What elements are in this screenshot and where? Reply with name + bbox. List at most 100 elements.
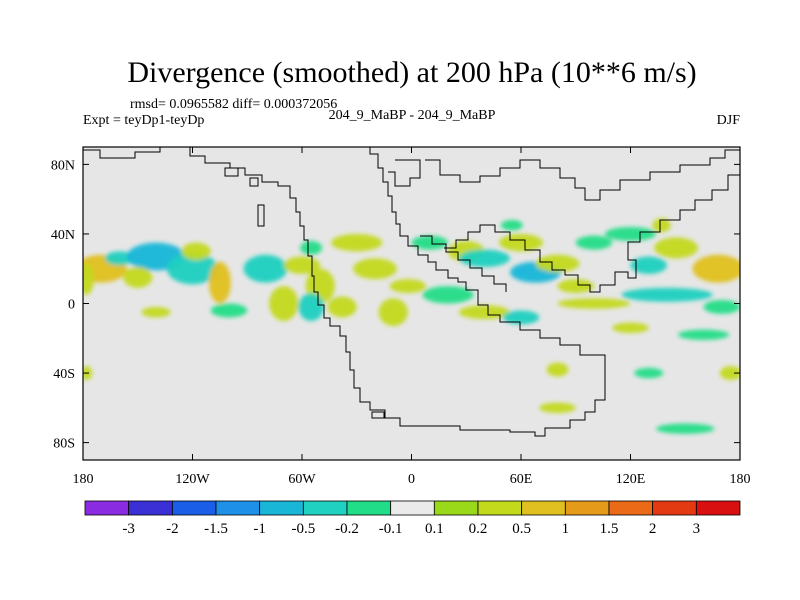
chart-title: Divergence (smoothed) at 200 hPa (10**6 … — [127, 56, 696, 89]
anomaly-region-46 — [656, 423, 715, 434]
colorbar-label: 3 — [693, 521, 701, 537]
anomaly-region-6 — [181, 242, 211, 261]
x-tick-label: 180 — [730, 472, 751, 487]
anomaly-region-33 — [557, 298, 631, 309]
island-small-1 — [224, 167, 239, 177]
colorbar-swatch — [128, 500, 173, 516]
colorbar-label: 0.5 — [512, 521, 531, 537]
season-label: DJF — [717, 113, 741, 128]
y-tick-label: 40S — [53, 367, 75, 382]
anomaly-region-18 — [378, 298, 408, 327]
island-small-2 — [249, 177, 259, 187]
x-axis-ticks: 180 120W 60W 0 60E 120E 180 — [73, 147, 751, 487]
anomaly-region-34 — [703, 300, 740, 314]
anomaly-region-17 — [389, 279, 427, 294]
x-tick-label: 180 — [73, 472, 94, 487]
plot-background — [83, 147, 740, 460]
anomaly-region-22 — [458, 249, 511, 267]
anomaly-region-30 — [630, 256, 667, 274]
colorbar-swatch — [477, 500, 523, 516]
colorbar-swatch — [608, 500, 654, 516]
anomaly-region-35 — [458, 305, 511, 320]
y-tick-label: 80S — [53, 437, 75, 452]
anomaly-region-44 — [719, 366, 740, 381]
anomaly-region-13 — [298, 293, 324, 321]
colorbar-swatch — [564, 500, 610, 516]
colorbar-label: -0.1 — [379, 521, 403, 537]
anomaly-region-15 — [353, 258, 397, 280]
anomaly-region-19 — [422, 286, 474, 304]
anomaly-region-26 — [575, 235, 613, 250]
anomaly-region-38 — [677, 329, 730, 341]
anomaly-region-28 — [604, 226, 657, 241]
anomaly-region-27 — [557, 279, 594, 294]
anomaly-region-48 — [652, 218, 671, 233]
coastline-east — [444, 174, 740, 293]
anomaly-region-32 — [621, 287, 713, 302]
anomaly-region-42 — [546, 362, 569, 377]
anomaly-region-31 — [692, 254, 740, 283]
anomaly-region-47 — [500, 220, 523, 231]
x-tick-label: 60W — [288, 472, 316, 487]
anomaly-region-12 — [269, 286, 299, 321]
colorbar-label: 1 — [562, 521, 570, 537]
colorbar-swatch — [433, 500, 479, 516]
x-tick-label: 0 — [408, 472, 415, 487]
colorbar-label: -0.5 — [291, 521, 315, 537]
stats-text: rmsd= 0.0965582 diff= 0.000372056 — [130, 97, 337, 112]
anomaly-region-7 — [208, 261, 231, 304]
colorbar-label: 1.5 — [600, 521, 619, 537]
x-tick-label: 120W — [175, 472, 210, 487]
anomaly-region-10 — [300, 240, 323, 255]
anomaly-region-23 — [499, 233, 543, 252]
island-south — [371, 411, 385, 419]
anomaly-region-16 — [327, 296, 357, 318]
coastline-main — [83, 147, 606, 437]
colorbar-label: -3 — [122, 521, 135, 537]
anomaly-region-40 — [210, 303, 248, 318]
colorbar-swatch — [171, 500, 217, 516]
colorbar-label: -2 — [166, 521, 179, 537]
y-tick-label: 40N — [51, 228, 75, 243]
anomaly-region-1 — [104, 251, 135, 266]
anomaly-region-37 — [612, 322, 649, 334]
continent-outlines — [83, 147, 740, 437]
island-greenland — [257, 204, 265, 227]
colorbar-swatch — [84, 500, 130, 516]
experiment-label: Expt = teyDp1-teyDp — [83, 113, 204, 128]
anomaly-region-14 — [331, 233, 383, 252]
anomaly-region-25 — [535, 254, 580, 273]
colorbar-label: -1.5 — [204, 521, 228, 537]
anomaly-region-39 — [141, 306, 171, 318]
anomaly-region-43 — [634, 367, 664, 379]
colorbar-swatch — [346, 500, 392, 516]
colorbar-label: 0.1 — [425, 521, 444, 537]
colorbar-swatch — [302, 500, 348, 516]
anomaly-region-2 — [83, 263, 94, 295]
y-axis-ticks: 80N 40N 0 40S 80S — [51, 158, 740, 452]
colorbar-label: 2 — [649, 521, 657, 537]
colorbar: -3 -2 -1.5 -1 -0.5 -0.2 -0.1 0.1 0.2 0.5 1 1.5 2 3 — [84, 500, 741, 537]
colorbar-swatch — [259, 500, 304, 516]
case-label: 204_9_MaBP - 204_9_MaBP — [329, 108, 496, 123]
x-tick-label: 60E — [510, 472, 533, 487]
colorbar-swatch — [652, 500, 697, 516]
colorbar-label: 0.2 — [469, 521, 488, 537]
anomaly-region-5 — [166, 253, 219, 285]
anomaly-region-20 — [411, 235, 448, 250]
coastline-north — [388, 159, 421, 187]
coastline-asia — [425, 149, 740, 201]
anomaly-region-29 — [654, 237, 699, 259]
x-tick-label: 120E — [616, 472, 646, 487]
anomaly-region-9 — [283, 256, 321, 274]
y-tick-label: 80N — [51, 158, 75, 173]
colorbar-swatch — [390, 500, 435, 516]
anomaly-region-8 — [243, 254, 288, 283]
anomaly-region-36 — [502, 310, 540, 325]
colorbar-swatch — [521, 500, 566, 516]
colorbar-swatch — [215, 500, 261, 516]
coastline-europe — [420, 235, 507, 292]
colorbar-swatch — [695, 500, 741, 516]
anomaly-region-45 — [539, 402, 576, 414]
